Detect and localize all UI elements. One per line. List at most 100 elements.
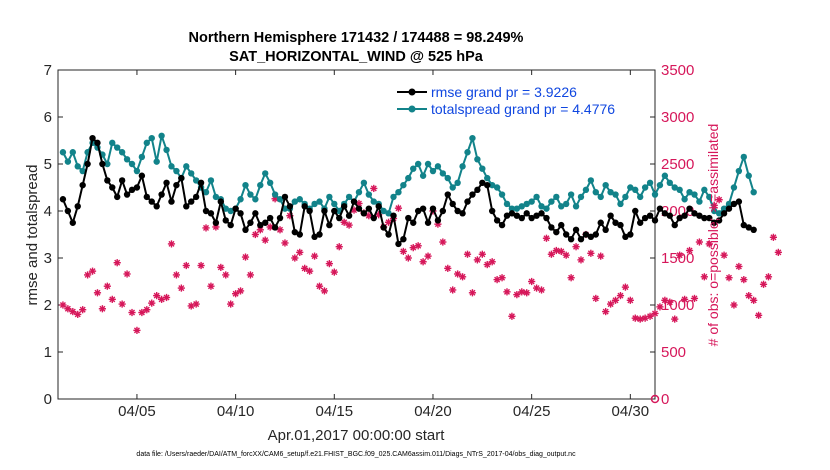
rmse-point	[385, 231, 392, 238]
spread-point	[128, 160, 136, 168]
spread-point	[405, 174, 412, 182]
rmse-point	[64, 207, 72, 215]
x-tick-label: 04/10	[217, 403, 255, 420]
spread-point	[597, 193, 604, 201]
y-axis-label-right: # of obs: o=possible; ∗=assimilated	[705, 124, 721, 347]
rmse-point	[395, 240, 402, 248]
axis-ticks: 04/05 04/10 04/15 04/20 04/25 04/30 0 1 2 3 4 5 6 7 0 5…	[44, 62, 695, 420]
obs-point	[340, 218, 348, 226]
spread-point	[686, 189, 693, 196]
spread-point	[143, 139, 151, 147]
rmse-point	[686, 205, 693, 212]
obs-point	[167, 240, 176, 248]
obs-point	[597, 252, 605, 260]
spread-point	[562, 200, 570, 208]
spread-point	[390, 193, 397, 201]
rmse-point	[306, 207, 313, 215]
obs-point	[88, 267, 97, 275]
rmse-point	[168, 198, 175, 205]
rmse-point	[291, 228, 299, 236]
obs-point	[449, 286, 457, 294]
rmse-point	[681, 212, 688, 219]
rmse-point	[232, 205, 239, 212]
spread-point	[212, 193, 220, 201]
rmse-point	[696, 212, 703, 219]
obs-point	[276, 226, 284, 234]
obs-point	[513, 291, 521, 299]
obs-point	[646, 312, 654, 320]
spread-point	[202, 189, 210, 196]
spread-point	[577, 193, 585, 201]
spread-point	[69, 149, 77, 156]
y-tick-label-left: 7	[44, 62, 52, 79]
obs-point	[143, 306, 151, 314]
rmse-point	[301, 203, 308, 210]
rmse-point	[523, 210, 530, 217]
rmse-point	[257, 221, 264, 229]
rmse-point	[207, 210, 215, 217]
spread-point	[434, 163, 442, 170]
rmse-point	[488, 207, 496, 215]
obs-point	[197, 261, 205, 270]
obs-point	[177, 284, 185, 292]
rmse-point	[469, 191, 476, 198]
rmse-point	[370, 214, 377, 222]
obs-point	[542, 234, 551, 242]
rmse-point	[597, 219, 604, 226]
spread-point	[444, 174, 451, 182]
obs-point	[616, 292, 625, 300]
rmse-point	[528, 214, 535, 222]
rmse-point	[444, 191, 451, 198]
spread-point	[464, 149, 471, 156]
rmse-point	[153, 203, 160, 210]
legend-rmse-marker	[408, 88, 416, 96]
spread-point	[533, 193, 540, 201]
rmse-point	[750, 226, 757, 233]
rmse-point	[69, 219, 77, 226]
data-file-footer: data file: /Users/raeder/DAI/ATM_forcXX/…	[136, 451, 576, 458]
spread-point	[207, 177, 215, 184]
spread-point	[740, 153, 748, 161]
obs-point	[656, 303, 664, 311]
obs-point	[508, 312, 516, 320]
obs-point	[651, 309, 659, 318]
obs-point	[463, 250, 472, 258]
rmse-point	[375, 203, 382, 210]
obs-point	[301, 264, 309, 272]
rmse-point	[286, 203, 294, 210]
spread-point	[173, 167, 180, 175]
y-tick-label-left: 1	[44, 344, 52, 361]
obs-point	[98, 305, 107, 313]
rmse-point	[464, 198, 471, 205]
obs-point	[528, 277, 536, 286]
spread-point	[592, 189, 599, 196]
spread-point	[636, 193, 644, 201]
rmse-point	[173, 181, 180, 189]
rmse-point	[84, 160, 91, 168]
legend-rmse-label: rmse grand pr = 3.9226	[431, 84, 577, 100]
y-tick-label-left: 3	[44, 250, 52, 267]
obs-point	[606, 300, 615, 308]
obs-point	[227, 300, 235, 308]
chart-legend: rmse grand pr = 3.9226 totalspread grand…	[397, 84, 615, 117]
rmse-point	[508, 210, 516, 217]
obs-point	[128, 308, 136, 317]
y-tick-label-left: 4	[44, 203, 52, 220]
spread-point	[656, 181, 664, 189]
spread-point	[479, 165, 486, 172]
obs-point	[404, 254, 412, 262]
obs-point	[592, 294, 600, 303]
spread-point	[459, 163, 466, 170]
spread-point	[493, 184, 501, 191]
obs-point	[325, 260, 333, 268]
obs-point	[439, 238, 447, 246]
obs-point	[518, 288, 526, 296]
rmse-point	[247, 219, 254, 226]
spread-point	[271, 191, 279, 198]
rmse-point	[178, 174, 185, 182]
spread-point	[276, 196, 284, 203]
x-tick-label: 04/30	[612, 403, 650, 420]
obs-point	[676, 251, 684, 259]
rmse-point	[400, 236, 407, 243]
